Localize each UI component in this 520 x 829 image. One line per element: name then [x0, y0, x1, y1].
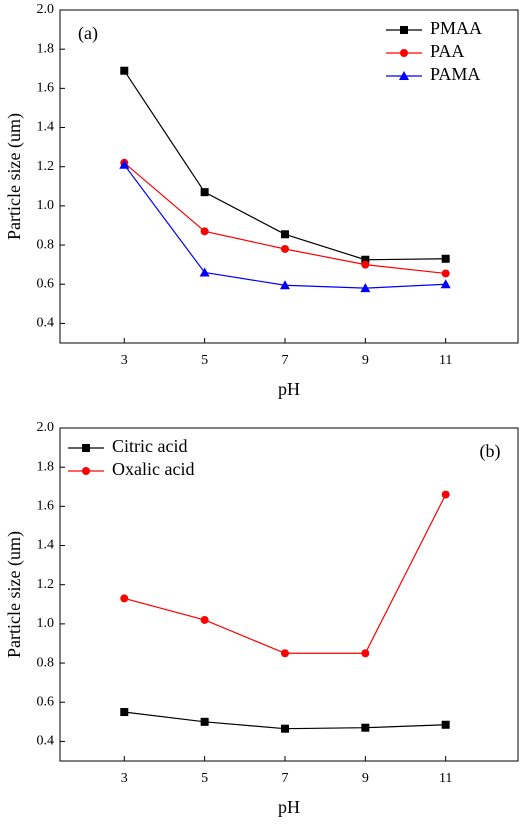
marker — [360, 283, 371, 293]
legend-marker — [400, 26, 408, 34]
marker — [199, 267, 210, 277]
y-tick-label: 2.0 — [37, 420, 55, 435]
marker — [361, 260, 370, 269]
y-tick-label: 1.6 — [37, 499, 55, 514]
legend-label: PAMA — [430, 64, 480, 84]
legend-label: Oxalic acid — [112, 459, 194, 479]
marker — [280, 244, 289, 253]
marker — [200, 615, 209, 624]
legend-marker — [82, 467, 90, 475]
panel-label: (a) — [78, 23, 98, 44]
y-tick-label: 1.2 — [37, 159, 55, 174]
plot-frame — [59, 9, 519, 344]
legend-label: PMAA — [430, 18, 482, 38]
x-tick-label: 5 — [201, 353, 208, 368]
y-tick-label: 0.8 — [37, 655, 55, 670]
series-line — [124, 494, 447, 654]
legend-marker — [399, 71, 409, 80]
legend-marker — [82, 444, 90, 452]
y-tick-label: 1.8 — [37, 41, 55, 56]
y-axis-label: Particle size (um) — [4, 531, 25, 658]
y-tick-label: 1.6 — [37, 81, 55, 96]
y-tick-label: 1.2 — [37, 577, 55, 592]
marker — [441, 269, 450, 278]
y-tick-label: 0.4 — [37, 734, 55, 749]
marker — [361, 649, 370, 658]
marker — [120, 594, 129, 603]
y-tick-label: 0.6 — [37, 694, 55, 709]
y-tick-label: 0.6 — [37, 276, 55, 291]
marker — [280, 649, 289, 658]
x-tick-label: 3 — [121, 771, 128, 786]
marker — [280, 724, 289, 733]
x-axis-label: pH — [278, 379, 300, 399]
marker — [441, 490, 450, 499]
x-tick-label: 11 — [439, 353, 452, 368]
marker — [200, 717, 209, 726]
y-tick-label: 1.4 — [37, 120, 55, 135]
legend-marker — [400, 49, 408, 57]
x-tick-label: 3 — [121, 353, 128, 368]
marker — [441, 254, 450, 263]
marker — [279, 280, 290, 290]
series-line — [123, 162, 446, 275]
series-line — [123, 164, 446, 289]
y-tick-label: 1.0 — [37, 616, 55, 631]
marker — [200, 188, 209, 197]
marker — [120, 66, 129, 75]
y-tick-label: 1.4 — [37, 538, 55, 553]
marker — [280, 230, 289, 239]
marker — [200, 227, 209, 236]
y-tick-label: 1.8 — [37, 459, 55, 474]
marker — [120, 708, 129, 717]
y-tick-label: 0.4 — [37, 316, 55, 331]
y-tick-label: 2.0 — [37, 2, 55, 17]
y-axis-label: Particle size (um) — [4, 113, 25, 240]
x-tick-label: 11 — [439, 771, 452, 786]
marker — [361, 255, 370, 264]
x-tick-label: 7 — [281, 353, 288, 368]
x-tick-label: 9 — [362, 353, 369, 368]
x-tick-label: 7 — [281, 771, 288, 786]
legend-label: PAA — [430, 41, 464, 61]
x-axis-label: pH — [278, 797, 300, 817]
marker — [119, 159, 130, 169]
y-tick-label: 0.8 — [37, 237, 55, 252]
legend-label: Citric acid — [112, 436, 187, 456]
y-tick-label: 1.0 — [37, 198, 55, 213]
plot-frame — [59, 427, 519, 762]
marker — [361, 723, 370, 732]
x-tick-label: 5 — [201, 771, 208, 786]
marker — [441, 720, 450, 729]
x-tick-label: 9 — [362, 771, 369, 786]
marker — [440, 279, 451, 289]
panel-label: (b) — [480, 441, 501, 462]
